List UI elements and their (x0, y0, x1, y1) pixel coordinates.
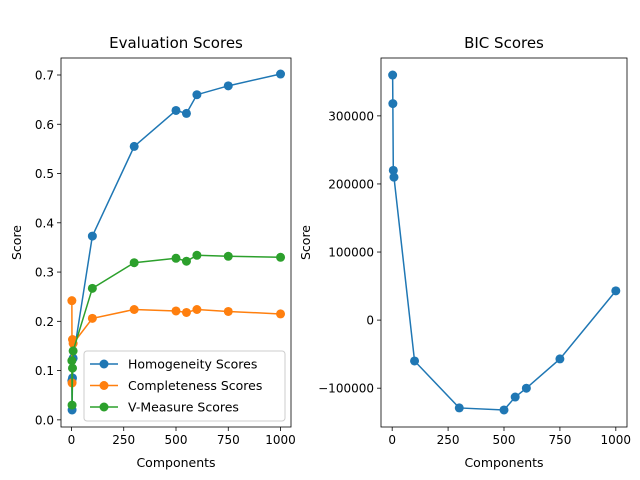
series-3-point (68, 346, 78, 356)
y-axis-label: Score (298, 225, 313, 260)
series-1-point (87, 231, 97, 241)
x-tick-label: 1000 (265, 433, 296, 447)
x-tick-label: 1000 (601, 433, 632, 447)
series-3-point (68, 363, 77, 373)
x-axis-label: Components (136, 455, 215, 470)
series-1-point (389, 172, 399, 182)
series-1-point (388, 99, 398, 109)
y-tick-label: 300000 (328, 109, 374, 123)
y-tick-label: 0.3 (35, 266, 54, 280)
x-axis-label: Components (464, 455, 543, 470)
series-3-point (171, 253, 181, 263)
legend-label: Completeness Scores (128, 378, 262, 393)
chart-title: Evaluation Scores (109, 34, 243, 52)
y-tick-label: 0.1 (35, 364, 54, 378)
y-axis-label: Score (9, 225, 24, 260)
series-1-point (510, 392, 520, 402)
chart-title: BIC Scores (464, 34, 544, 52)
x-tick-label: 250 (112, 433, 135, 447)
y-tick-label: 200000 (328, 177, 374, 191)
y-tick-label: 0.6 (35, 118, 54, 132)
y-tick-label: 0.4 (35, 216, 54, 230)
series-2-point (67, 296, 77, 306)
plot-frame (60, 57, 292, 428)
series-1-point (192, 90, 202, 100)
legend: Homogeneity Scores Completeness Scores V-M… (83, 350, 286, 422)
series-2-point (276, 309, 286, 319)
legend-marker (99, 359, 109, 369)
x-tick-label: 500 (493, 433, 516, 447)
legend-label: V-Measure Scores (128, 400, 239, 415)
x-tick-label: 0 (388, 433, 396, 447)
series-3-point (67, 356, 77, 366)
chart-1: Evaluation Scores 0 250 500 750 1000 0.0 0.1 0.2… (9, 34, 296, 470)
series-1-point (223, 81, 233, 91)
x-tick-label: 250 (437, 433, 460, 447)
series-3-point (87, 283, 97, 293)
y-tick-label: 100000 (328, 246, 374, 260)
series-1-point (181, 108, 191, 118)
series-1-point (499, 405, 509, 415)
y-tick-label: 0.2 (35, 315, 54, 329)
plot-frame (380, 57, 628, 428)
series-2-point (223, 306, 233, 316)
chart-2: BIC Scores 0 250 500 750 1000 −100000 0 100000 20… (298, 34, 631, 470)
y-tick-label: 0.5 (35, 167, 54, 181)
x-tick-label: 0 (68, 433, 76, 447)
series-3-point (181, 256, 191, 266)
series-3-point (223, 251, 233, 261)
y-tick-label: 0.7 (35, 68, 54, 82)
series-2-point (171, 306, 181, 316)
x-tick-label: 500 (165, 433, 188, 447)
series-1-point (454, 403, 464, 413)
series-1-point (129, 141, 139, 151)
series-2-point (87, 313, 97, 323)
legend-marker (99, 381, 109, 390)
series-1-point (410, 356, 420, 366)
series-3-point (192, 250, 202, 260)
legend-label: Homogeneity Scores (128, 357, 257, 372)
series-line-1 (391, 75, 617, 411)
legend-marker (99, 402, 109, 412)
x-tick-label: 750 (217, 433, 240, 447)
y-tick-label: 0.0 (35, 413, 54, 427)
legend-box (83, 350, 286, 422)
series-2-point (129, 305, 139, 315)
series-2-point (192, 305, 202, 315)
series-3-point (129, 258, 139, 268)
y-tick-label: −100000 (318, 382, 374, 396)
series-1-point (555, 354, 565, 364)
series-1-point (171, 105, 181, 115)
y-tick-label: 0 (366, 314, 374, 328)
x-tick-label: 750 (548, 433, 571, 447)
series-1-point (521, 383, 531, 393)
series-3-point (67, 400, 77, 410)
series-1-point (388, 165, 398, 175)
series-1-point (611, 286, 621, 296)
series-1-point (276, 69, 286, 79)
series-1-point (388, 70, 398, 80)
series-2-point (181, 307, 191, 317)
series-3-point (276, 252, 286, 262)
